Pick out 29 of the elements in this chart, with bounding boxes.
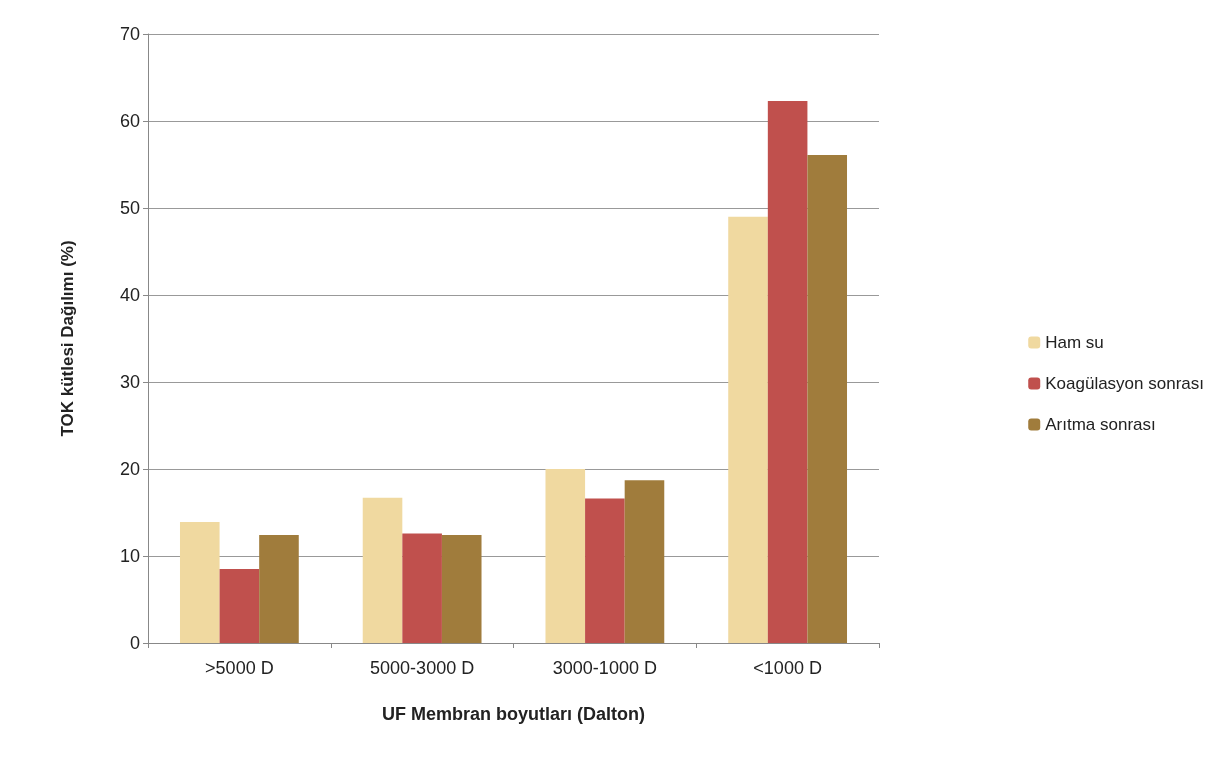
- bar: [179, 522, 220, 643]
- bar: [362, 497, 403, 643]
- bar: [545, 469, 586, 643]
- y-tick-label: 40: [119, 285, 140, 305]
- bar: [807, 154, 848, 643]
- x-tick-label: 5000-3000 D: [370, 658, 475, 678]
- x-tick-label: 3000-1000 D: [552, 658, 657, 678]
- bar: [402, 533, 442, 643]
- y-tick-label: 70: [119, 24, 140, 44]
- bar: [728, 216, 768, 643]
- y-tick-label: 0: [129, 633, 140, 653]
- legend-label: Ham su: [1045, 333, 1104, 352]
- x-axis-title: UF Membran boyutları (Dalton): [381, 704, 646, 724]
- y-tick-label: 50: [119, 198, 140, 218]
- x-tick-label: <1000 D: [753, 658, 822, 678]
- bar: [585, 498, 625, 643]
- legend-label: Koagülasyon sonrası: [1045, 374, 1205, 393]
- y-tick-label: 60: [119, 111, 140, 131]
- bar: [767, 100, 808, 643]
- x-tick-label: >5000 D: [205, 658, 274, 678]
- bar: [441, 535, 482, 643]
- bar: [624, 480, 665, 643]
- legend-label: Arıtma sonrası: [1045, 415, 1156, 434]
- y-tick-label: 20: [119, 459, 140, 479]
- y-axis-title: TOK kütlesi Dağılımı (%): [58, 240, 77, 437]
- y-tick-label: 30: [119, 372, 140, 392]
- bar: [219, 569, 260, 643]
- bar: [259, 535, 299, 643]
- y-tick-label: 10: [119, 546, 140, 566]
